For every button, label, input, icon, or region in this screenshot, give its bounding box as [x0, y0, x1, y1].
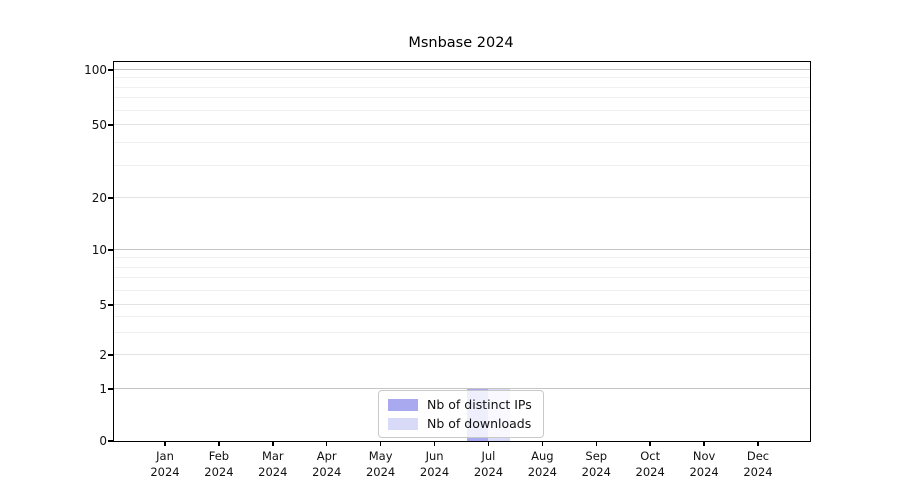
- x-tick-label: Jul 2024: [473, 449, 504, 479]
- x-tick-mark: [703, 441, 705, 447]
- legend: Nb of distinct IPs Nb of downloads: [378, 390, 544, 438]
- y-gridline-minor: [114, 331, 810, 333]
- y-gridline-minor: [114, 266, 810, 268]
- legend-swatch-distinct-ips: [388, 398, 418, 411]
- y-gridline-minor: [114, 257, 810, 259]
- legend-label-downloads: Nb of downloads: [427, 416, 532, 431]
- x-tick-mark: [379, 441, 382, 447]
- y-gridline: [114, 388, 810, 390]
- x-tick-label: May 2024: [365, 449, 396, 479]
- x-tick-mark: [649, 441, 651, 447]
- x-tick-mark: [218, 441, 220, 447]
- y-tick-label: 2: [99, 348, 107, 362]
- x-tick-mark: [541, 441, 544, 447]
- x-tick-mark: [487, 441, 490, 447]
- y-tick-label: 0: [99, 434, 107, 448]
- y-tick-label: 10: [91, 243, 107, 257]
- x-tick-mark: [164, 441, 166, 447]
- x-tick-mark: [326, 441, 328, 447]
- x-tick-label: Mar 2024: [258, 449, 288, 479]
- y-gridline: [114, 354, 810, 356]
- y-tick-label: 5: [99, 298, 107, 312]
- y-gridline-minor: [114, 316, 810, 318]
- chart-title: Msnbase 2024: [408, 35, 514, 51]
- y-gridline: [114, 124, 810, 126]
- x-tick-label: Sep 2024: [581, 449, 611, 479]
- legend-label-distinct-ips: Nb of distinct IPs: [427, 397, 532, 412]
- plot-area: [113, 61, 811, 442]
- x-tick-mark: [433, 441, 436, 447]
- x-tick-label: Feb 2024: [204, 449, 234, 479]
- y-tick-label: 1: [99, 382, 107, 396]
- x-tick-label: Jan 2024: [150, 449, 180, 479]
- y-gridline: [114, 69, 810, 71]
- x-tick-mark: [595, 441, 597, 447]
- x-tick-label: Nov 2024: [689, 449, 719, 479]
- y-tick-label: 100: [84, 63, 107, 77]
- y-gridline-minor: [114, 97, 810, 99]
- y-gridline-minor: [114, 277, 810, 279]
- y-tick-label: 50: [91, 118, 107, 132]
- x-tick-label: Aug 2024: [527, 449, 557, 479]
- x-tick-label: Apr 2024: [312, 449, 342, 479]
- x-tick-label: Oct 2024: [635, 449, 665, 479]
- y-gridline: [114, 249, 810, 251]
- y-gridline-minor: [114, 164, 810, 166]
- y-gridline-minor: [114, 109, 810, 111]
- y-gridline-minor: [114, 289, 810, 291]
- legend-item-distinct-ips: Nb of distinct IPs: [388, 397, 534, 412]
- x-tick-mark: [272, 441, 274, 447]
- y-gridline: [114, 304, 810, 306]
- legend-item-downloads: Nb of downloads: [388, 416, 534, 431]
- x-tick-label: Jun 2024: [419, 449, 450, 479]
- y-gridline-minor: [114, 141, 810, 143]
- y-tick-label: 20: [91, 191, 107, 205]
- y-gridline: [114, 197, 810, 199]
- x-tick-mark: [757, 441, 759, 447]
- y-gridline-minor: [114, 86, 810, 88]
- x-tick-label: Dec 2024: [743, 449, 773, 479]
- y-gridline-minor: [114, 77, 810, 79]
- legend-swatch-downloads: [388, 417, 418, 430]
